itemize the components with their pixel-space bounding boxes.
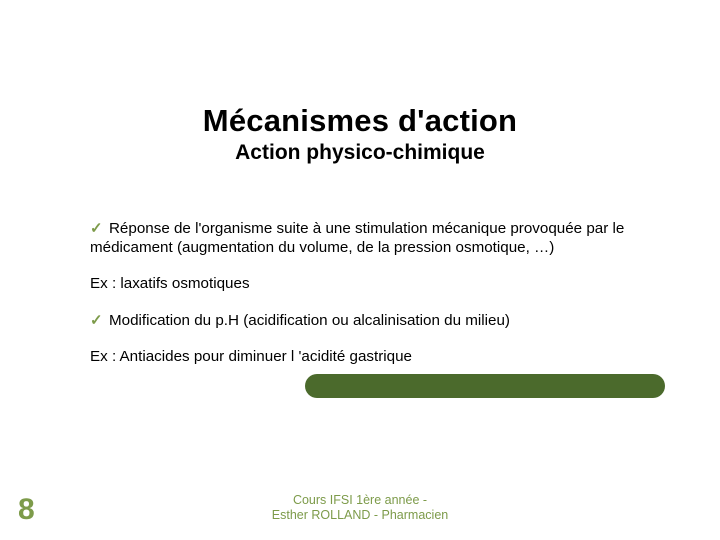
slide-title: Mécanismes d'action <box>0 103 720 139</box>
bullet-item: ✓ Modification du p.H (acidification ou … <box>90 312 650 331</box>
example-text: Ex : Antiacides pour diminuer l 'acidité… <box>90 348 650 367</box>
bullet-text: Modification du p.H (acidification ou al… <box>109 312 510 329</box>
title-block: Mécanismes d'action Action physico-chimi… <box>0 103 720 165</box>
slide: Mécanismes d'action Action physico-chimi… <box>0 0 720 540</box>
example-text: Ex : laxatifs osmotiques <box>90 275 650 294</box>
checkmark-icon: ✓ <box>90 220 103 237</box>
accent-bar <box>305 374 665 398</box>
bullet-item: ✓ Réponse de l'organisme suite à une sti… <box>90 220 650 257</box>
slide-footer: Cours IFSI 1ère année - Esther ROLLAND -… <box>0 493 720 523</box>
checkmark-icon: ✓ <box>90 312 103 329</box>
footer-line: Esther ROLLAND - Pharmacien <box>272 508 448 522</box>
footer-line: Cours IFSI 1ère année - <box>293 493 427 507</box>
slide-body: ✓ Réponse de l'organisme suite à une sti… <box>90 220 650 367</box>
bullet-text: Réponse de l'organisme suite à une stimu… <box>90 220 624 256</box>
slide-subtitle: Action physico-chimique <box>0 141 720 165</box>
